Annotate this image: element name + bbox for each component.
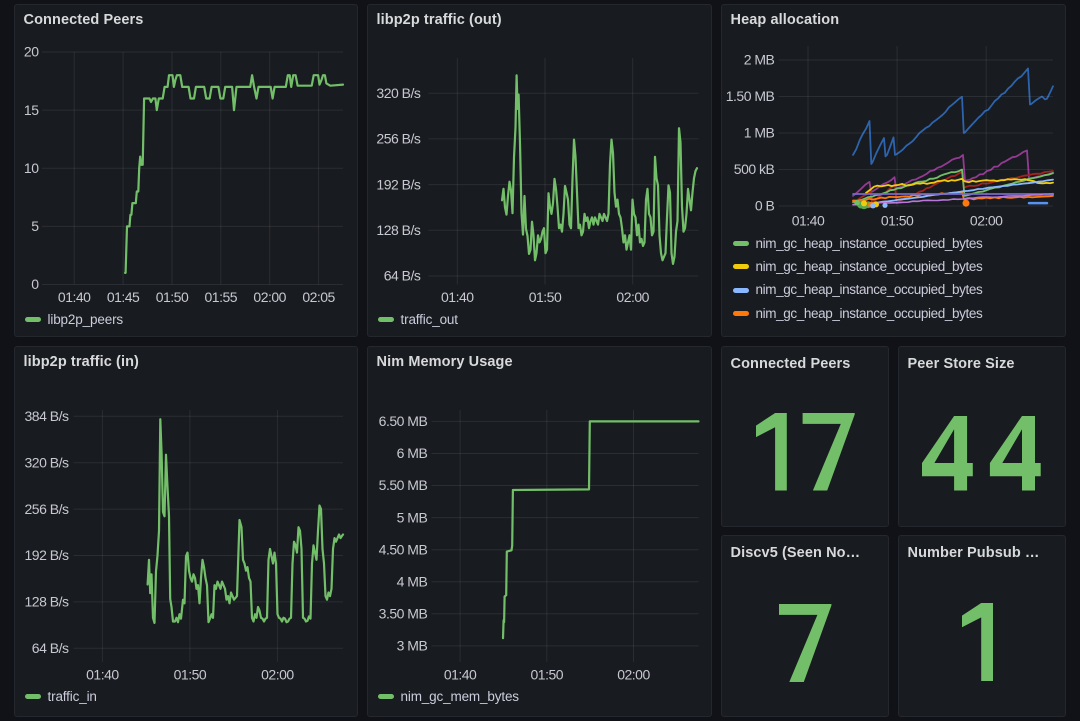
- svg-text:256 B/s: 256 B/s: [376, 131, 420, 147]
- svg-text:256 B/s: 256 B/s: [25, 501, 69, 517]
- svg-text:2 MB: 2 MB: [744, 52, 775, 68]
- svg-text:01:40: 01:40: [441, 289, 474, 305]
- svg-text:0 B: 0 B: [755, 198, 775, 214]
- svg-text:320 B/s: 320 B/s: [25, 454, 69, 470]
- svg-text:10: 10: [24, 160, 39, 176]
- svg-text:01:50: 01:50: [531, 667, 564, 683]
- svg-text:01:40: 01:40: [792, 212, 825, 228]
- svg-text:192 B/s: 192 B/s: [25, 547, 69, 563]
- svg-text:3 MB: 3 MB: [397, 638, 428, 654]
- svg-text:01:40: 01:40: [86, 667, 119, 683]
- svg-text:02:00: 02:00: [617, 667, 650, 683]
- svg-text:01:50: 01:50: [174, 667, 207, 683]
- svg-text:0: 0: [31, 276, 39, 292]
- svg-text:02:00: 02:00: [970, 212, 1003, 228]
- svg-text:128 B/s: 128 B/s: [376, 222, 420, 238]
- svg-text:64 B/s: 64 B/s: [32, 640, 69, 656]
- svg-text:02:00: 02:00: [253, 289, 286, 305]
- svg-text:01:50: 01:50: [529, 289, 562, 305]
- svg-text:01:45: 01:45: [107, 289, 140, 305]
- svg-text:1.50 MB: 1.50 MB: [726, 88, 775, 104]
- svg-text:5 MB: 5 MB: [397, 509, 428, 525]
- svg-text:01:50: 01:50: [156, 289, 189, 305]
- svg-text:192 B/s: 192 B/s: [376, 176, 420, 192]
- svg-text:128 B/s: 128 B/s: [25, 594, 69, 610]
- svg-text:01:40: 01:40: [58, 289, 91, 305]
- svg-text:02:00: 02:00: [616, 289, 649, 305]
- svg-text:3.50 MB: 3.50 MB: [379, 606, 428, 622]
- svg-text:02:05: 02:05: [302, 289, 335, 305]
- svg-text:4.50 MB: 4.50 MB: [379, 541, 428, 557]
- svg-text:1 MB: 1 MB: [744, 125, 775, 141]
- svg-text:6.50 MB: 6.50 MB: [379, 413, 428, 429]
- svg-text:6 MB: 6 MB: [397, 445, 428, 461]
- svg-text:5: 5: [31, 218, 39, 234]
- svg-text:384 B/s: 384 B/s: [25, 408, 69, 424]
- svg-text:4 MB: 4 MB: [397, 574, 428, 590]
- svg-text:15: 15: [24, 102, 39, 118]
- svg-text:500 kB: 500 kB: [734, 161, 775, 177]
- svg-text:64 B/s: 64 B/s: [384, 268, 421, 284]
- svg-text:02:00: 02:00: [261, 667, 294, 683]
- svg-text:01:55: 01:55: [205, 289, 238, 305]
- svg-text:01:40: 01:40: [444, 667, 477, 683]
- svg-text:01:50: 01:50: [881, 212, 914, 228]
- svg-text:320 B/s: 320 B/s: [376, 85, 420, 101]
- svg-text:20: 20: [24, 44, 39, 60]
- svg-text:5.50 MB: 5.50 MB: [379, 477, 428, 493]
